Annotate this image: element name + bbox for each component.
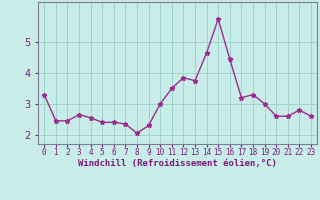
X-axis label: Windchill (Refroidissement éolien,°C): Windchill (Refroidissement éolien,°C) bbox=[78, 159, 277, 168]
